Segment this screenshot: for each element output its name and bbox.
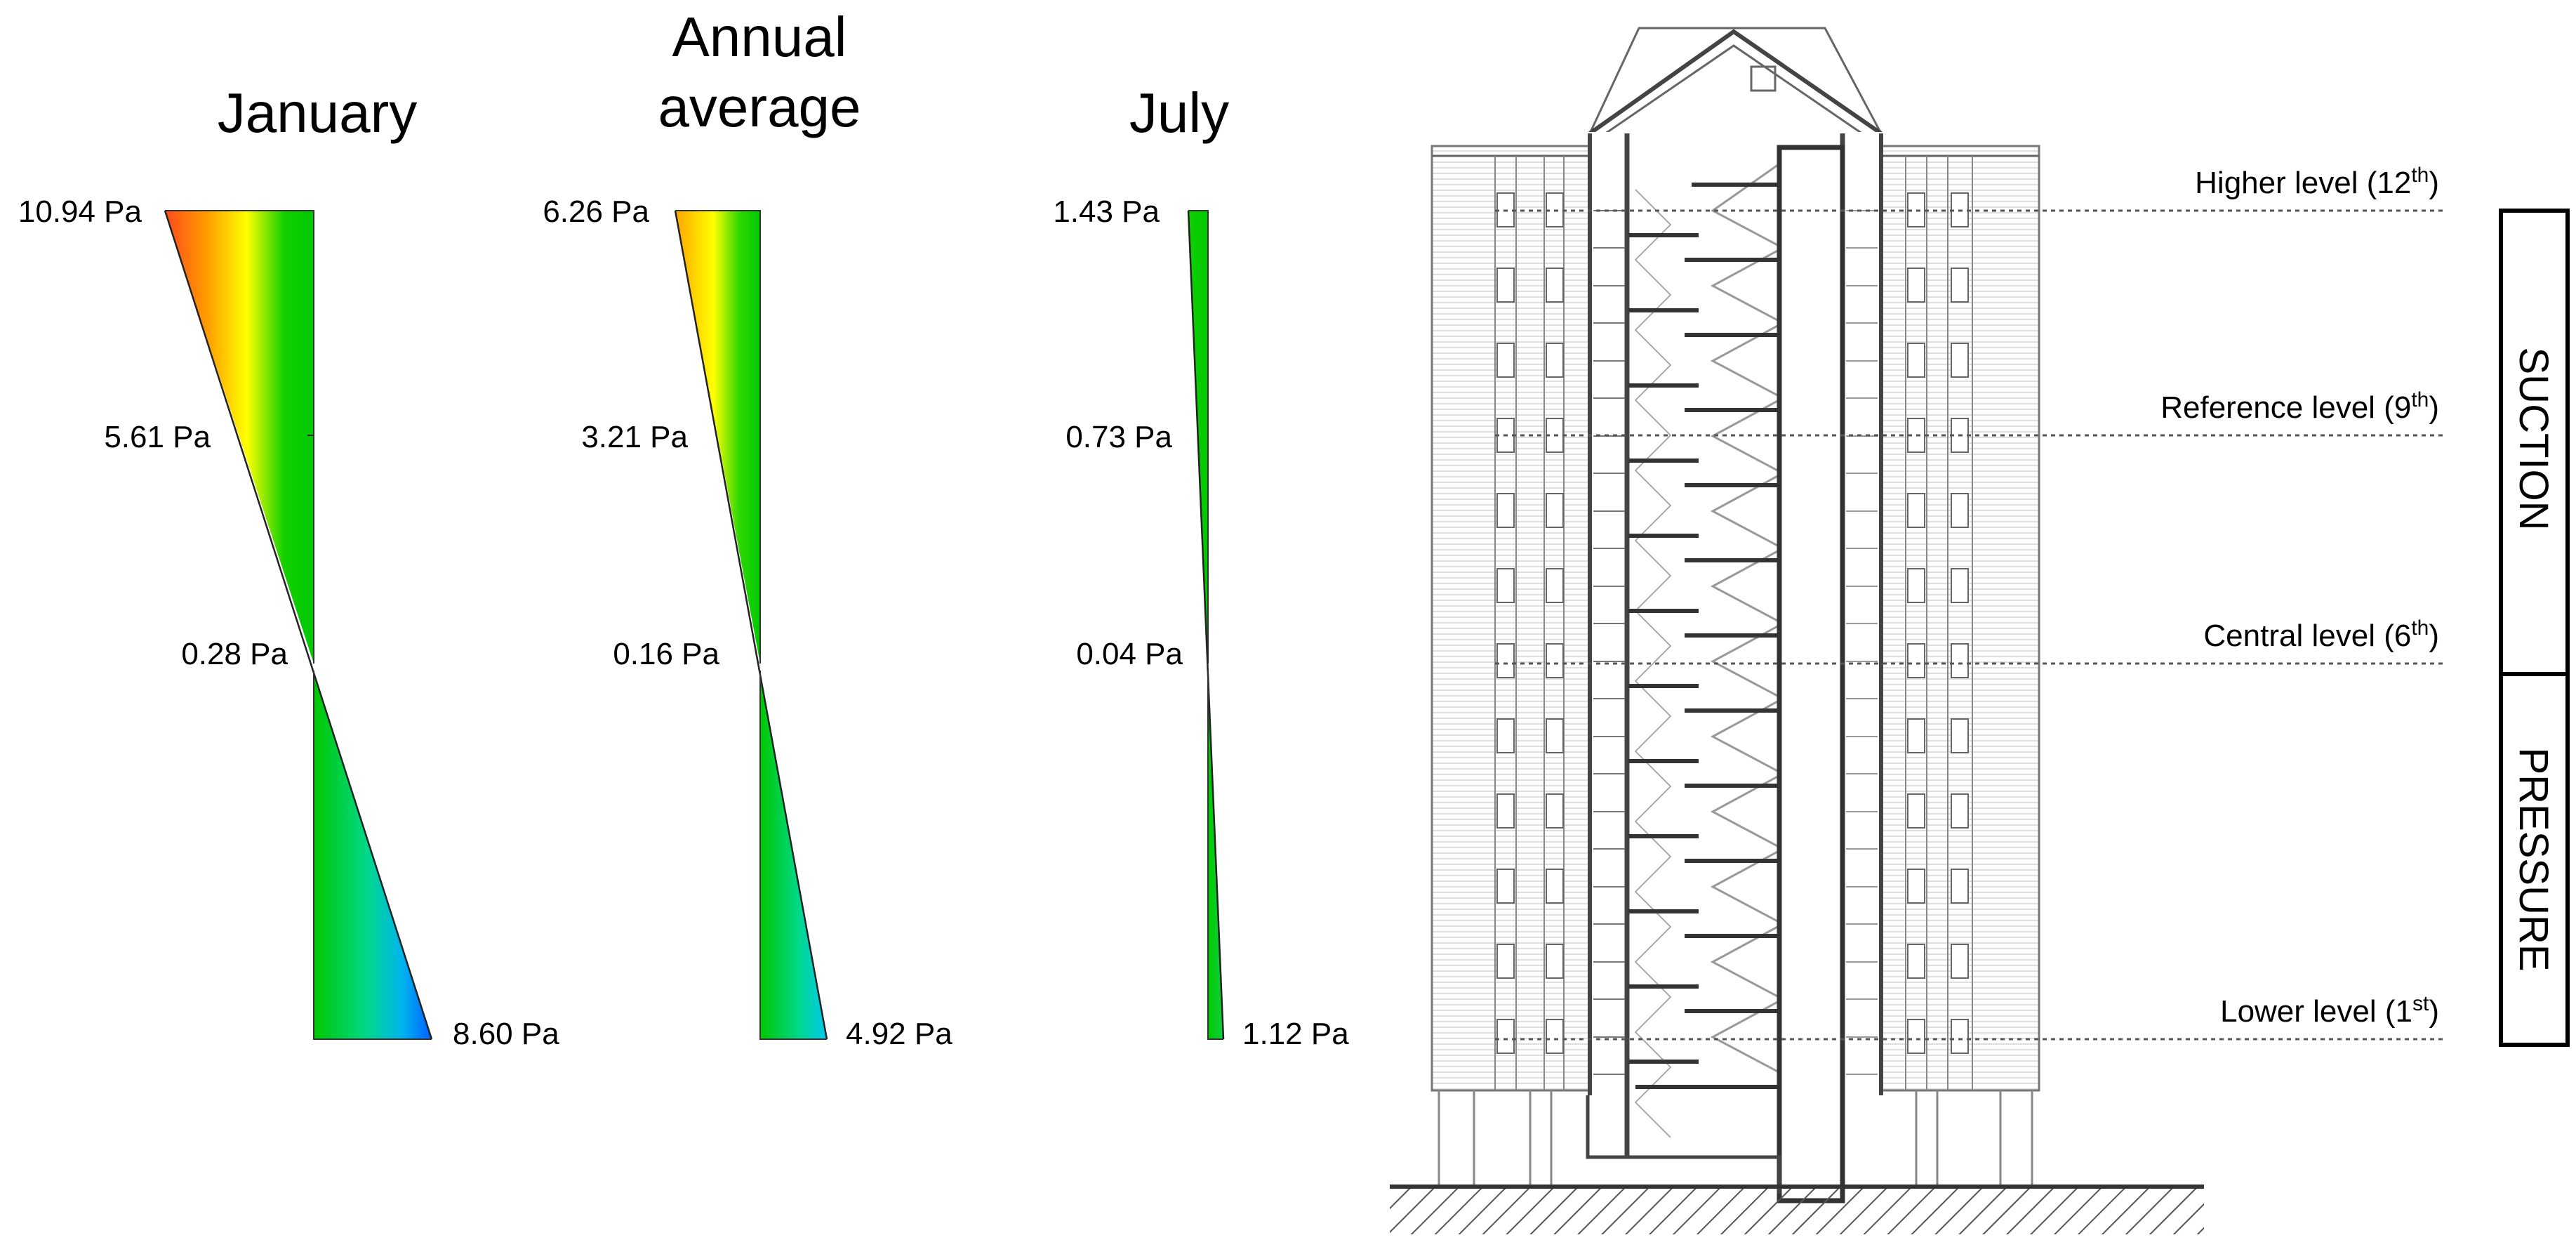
january-upper-label: 5.61 Pa: [104, 420, 211, 454]
annual-top-label: 6.26 Pa: [543, 194, 649, 229]
roof-vent: [1750, 65, 1777, 92]
july-upper-label: 0.73 Pa: [1065, 420, 1172, 454]
profile-annual-average: 6.26 Pa 3.21 Pa 0.16 Pa 4.92 Pa: [543, 194, 952, 1051]
building-section: [1390, 27, 2204, 1234]
title-annual-line1: Annual: [672, 6, 847, 68]
january-top-label: 10.94 Pa: [18, 194, 142, 229]
july-top-label: 1.43 Pa: [1053, 194, 1160, 229]
title-annual-line2: average: [658, 76, 861, 138]
annual-bottom-label: 4.92 Pa: [846, 1017, 952, 1051]
elevator-shaft: [1777, 145, 1845, 1203]
profile-july: 1.43 Pa 0.73 Pa 0.04 Pa 1.12 Pa: [1053, 194, 1349, 1051]
january-bottom-label: 8.60 Pa: [453, 1017, 559, 1051]
central-level-label: Central level (6th): [2203, 616, 2439, 653]
higher-level-label: Higher level (12th): [2195, 164, 2439, 200]
annual-upper-label: 3.21 Pa: [581, 420, 688, 454]
lower-level-label: Lower level (1st): [2220, 992, 2439, 1029]
zone-box: SUCTION PRESSURE: [2499, 209, 2570, 1047]
july-bottom-label: 1.12 Pa: [1242, 1017, 1349, 1051]
ground: [1390, 1187, 2204, 1234]
annual-center-label: 0.16 Pa: [613, 637, 719, 671]
profile-january: 10.94 Pa 5.61 Pa 0.28 Pa 8.60 Pa: [18, 194, 559, 1051]
pressure-label: PRESSURE: [2511, 747, 2556, 971]
title-january: January: [218, 81, 418, 144]
suction-label: SUCTION: [2511, 348, 2556, 531]
pressure-box: [2499, 672, 2570, 1047]
january-center-label: 0.28 Pa: [181, 637, 288, 671]
level-lines: [1495, 209, 2443, 1041]
july-center-label: 0.04 Pa: [1076, 637, 1183, 671]
building-left-wing: [1430, 145, 1593, 1092]
reference-level-label: Reference level (9th): [2160, 388, 2439, 425]
title-july: July: [1129, 81, 1229, 144]
suction-box: [2499, 209, 2570, 676]
